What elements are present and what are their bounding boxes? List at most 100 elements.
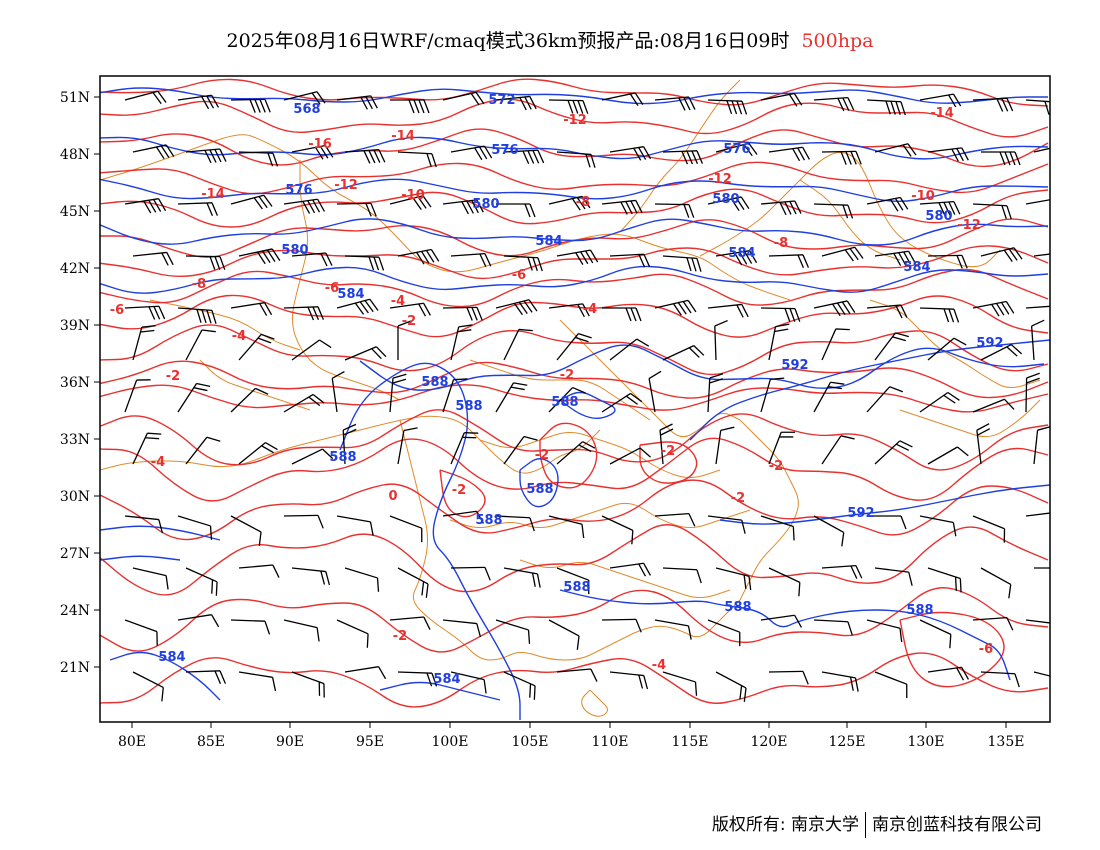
wind-barb xyxy=(654,512,696,527)
wind-barb xyxy=(813,300,856,317)
wind-barb xyxy=(503,255,543,272)
border-line xyxy=(479,432,721,478)
border-line xyxy=(581,689,608,717)
plot-frame xyxy=(99,75,1051,723)
wind-barb xyxy=(866,386,903,413)
height-contour-label: 580 xyxy=(472,197,499,212)
wind-barb xyxy=(291,448,334,465)
wind-barb xyxy=(715,567,752,591)
x-tick-label-110E: 110E xyxy=(592,734,629,750)
temperature-contour-label: -2 xyxy=(661,444,675,459)
wind-barb xyxy=(707,99,748,115)
y-tick-label-24N: 24N xyxy=(60,603,90,619)
temperature-contour-label: -6 xyxy=(979,642,993,657)
wind-barb xyxy=(919,515,957,537)
wind-barb xyxy=(132,144,175,160)
temperature-contour-label: -6 xyxy=(512,268,526,283)
wind-barb xyxy=(654,203,695,218)
wind-barb xyxy=(919,200,961,216)
temperature-contour-label: -2 xyxy=(452,483,466,498)
wind-barb xyxy=(813,515,845,547)
temperature-contour-label: -4 xyxy=(232,329,246,344)
wind-barb xyxy=(344,346,387,361)
wind-barb xyxy=(185,436,221,465)
wind-barbs xyxy=(124,90,1050,702)
wind-barb xyxy=(919,307,960,323)
wind-barb xyxy=(659,423,674,465)
temperature-contour-label: -12 xyxy=(563,113,587,128)
wind-barb xyxy=(177,94,219,110)
wind-barb xyxy=(336,202,377,217)
wind-barb xyxy=(336,619,369,648)
height-contour-label: 592 xyxy=(781,358,808,373)
wind-barb xyxy=(760,377,785,413)
border-line xyxy=(399,419,601,661)
temperature-contour-label: -14 xyxy=(930,106,954,121)
temperature-contour-label: -2 xyxy=(769,459,783,474)
height-contour-line xyxy=(100,87,1048,105)
wind-barb xyxy=(283,306,325,321)
wind-barb xyxy=(389,302,431,317)
height-contour-line xyxy=(100,178,1049,202)
wind-barb xyxy=(397,671,438,687)
wind-barb xyxy=(927,337,967,361)
temperature-contour-loop xyxy=(539,422,598,489)
temperature-contour-line xyxy=(100,587,1049,653)
temperature-contour-label: -10 xyxy=(401,188,425,203)
wind-barb xyxy=(601,392,643,413)
wind-barb xyxy=(972,300,1015,317)
border-line xyxy=(149,299,301,351)
wind-barb xyxy=(813,203,854,219)
wind-barb xyxy=(238,151,279,167)
temperature-contour-label: -4 xyxy=(652,658,666,673)
wind-barb xyxy=(185,255,226,270)
wind-barb xyxy=(972,515,1006,543)
wind-barb xyxy=(503,149,545,164)
height-contour-label: 588 xyxy=(421,375,448,390)
wind-barb xyxy=(927,254,968,269)
height-contour-segment xyxy=(519,458,559,508)
wind-barb xyxy=(177,614,220,628)
wind-barb xyxy=(821,435,855,465)
wind-barb xyxy=(344,148,386,164)
wind-barb xyxy=(336,515,374,536)
wind-barb xyxy=(397,151,437,168)
height-contour-label: 572 xyxy=(488,93,515,108)
height-contour-label: 584 xyxy=(535,234,562,249)
wind-barb xyxy=(976,423,991,465)
title-pressure-level: 500hpa xyxy=(801,30,874,52)
temperature-contour-label: -2 xyxy=(166,369,180,384)
wind-barb xyxy=(609,253,651,268)
temperature-contour-label: -4 xyxy=(391,294,405,309)
y-tick-label-51N: 51N xyxy=(60,90,90,106)
x-tick-label-80E: 80E xyxy=(118,734,146,750)
y-tick-label-27N: 27N xyxy=(60,546,90,562)
height-contour-label: 588 xyxy=(475,513,502,528)
wind-barb xyxy=(866,99,906,116)
height-contour-label: 588 xyxy=(906,603,933,618)
wind-barb xyxy=(283,619,320,642)
wind-barb xyxy=(981,151,1021,166)
wind-barb xyxy=(238,671,277,692)
x-tick-label-105E: 105E xyxy=(512,734,549,750)
border-line xyxy=(799,179,901,261)
copyright-footer: 版权所有: 南京大学 南京创蓝科技有限公司 xyxy=(712,810,1042,838)
wind-barb xyxy=(185,670,227,685)
wind-barb xyxy=(980,343,1023,361)
wind-barb xyxy=(768,431,796,465)
height-contour-label: 580 xyxy=(281,243,308,258)
wind-barb xyxy=(336,298,379,315)
wind-barb xyxy=(344,255,385,271)
wind-barb xyxy=(548,386,586,413)
wind-barb xyxy=(601,92,644,107)
wind-barb xyxy=(230,619,271,635)
wind-barb xyxy=(124,379,151,413)
y-tick-label-21N: 21N xyxy=(60,660,90,676)
wind-barb xyxy=(503,671,536,700)
height-contour-label: 576 xyxy=(285,183,312,198)
height-contour-segment xyxy=(339,362,521,720)
height-contour-segment xyxy=(100,555,181,561)
wind-barb xyxy=(177,515,213,540)
temperature-contour-line xyxy=(100,524,1049,596)
wind-barb xyxy=(760,515,795,541)
